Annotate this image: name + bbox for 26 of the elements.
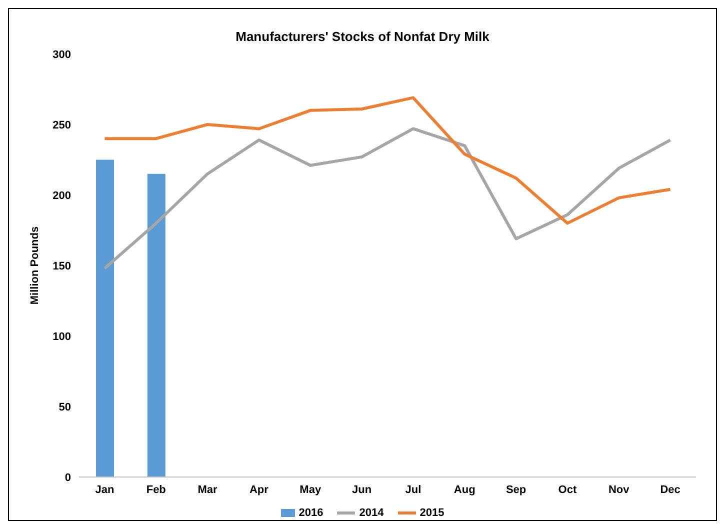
legend-label: 2016	[298, 507, 324, 519]
legend-label: 2014	[359, 507, 384, 519]
chart-title: Manufacturers' Stocks of Nonfat Dry Milk	[234, 29, 490, 44]
x-tick-label: Jan	[95, 484, 114, 496]
x-tick-label: Mar	[198, 484, 218, 496]
y-tick-label: 0	[64, 472, 71, 484]
x-tick-label: Apr	[249, 484, 270, 496]
x-tick-label: Sep	[506, 484, 526, 496]
y-tick-label: 100	[52, 330, 71, 343]
x-tick-label: Feb	[146, 484, 166, 496]
y-tick-label: 150	[52, 260, 71, 272]
y-tick-label: 200	[52, 190, 71, 202]
line-series	[103, 96, 672, 225]
y-axis-title: Million Pounds	[28, 226, 41, 305]
legend-label: 2015	[420, 507, 444, 519]
x-tick-label: Nov	[608, 484, 630, 496]
x-tick-label: Jun	[352, 484, 372, 496]
x-tick-label: Oct	[558, 484, 577, 496]
x-tick-label: Jul	[405, 484, 422, 496]
x-tick-label: May	[300, 484, 322, 496]
y-tick-label: 300	[52, 48, 71, 61]
y-tick-label: 250	[52, 119, 71, 132]
x-tick-label: Dec	[660, 484, 680, 496]
line-series	[103, 127, 672, 270]
y-tick-label: 50	[58, 401, 71, 414]
x-tick-label: Aug	[454, 484, 476, 496]
